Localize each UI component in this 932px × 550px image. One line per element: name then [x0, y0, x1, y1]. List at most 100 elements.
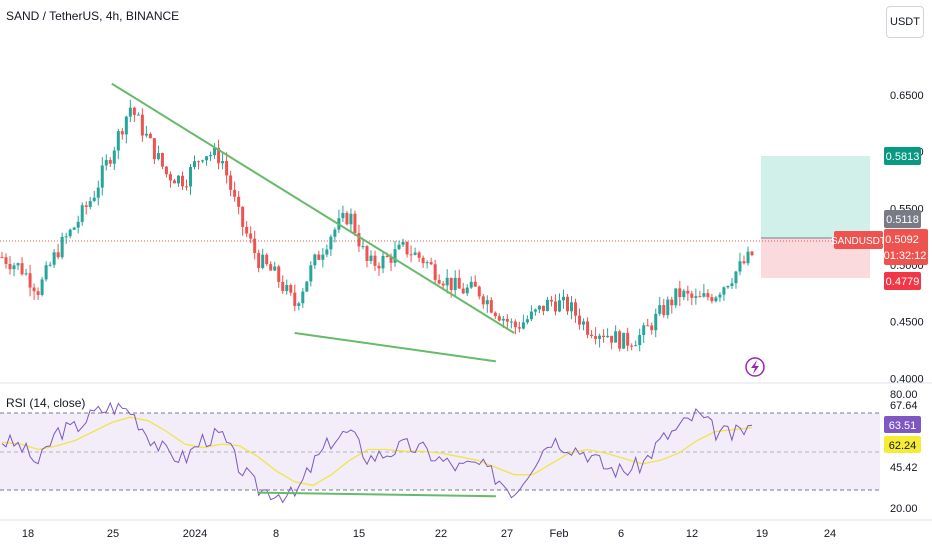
rsi-axis-80: 80.00: [890, 389, 918, 401]
candle-body: [189, 167, 193, 187]
target-price-label: 0.5813: [884, 147, 921, 165]
rsi-value-label: 63.51: [884, 416, 921, 433]
candle-body: [221, 161, 225, 164]
candle-body: [586, 321, 590, 335]
candle-body: [72, 227, 76, 230]
candle-body: [217, 147, 221, 164]
candle-body: [8, 263, 12, 270]
candle-body: [80, 205, 84, 222]
candle-body: [289, 285, 293, 293]
candle-body: [393, 249, 397, 263]
candle-body: [694, 296, 698, 298]
trendlines-group[interactable]: [111, 82, 515, 363]
candle-body: [566, 296, 570, 312]
candle-body: [465, 287, 469, 294]
candle-body: [0, 257, 4, 259]
candle-body: [369, 255, 373, 261]
candle-body: [477, 286, 481, 297]
svg-text:0.5092: 0.5092: [885, 234, 919, 246]
candle-body: [710, 297, 714, 302]
candle-body: [437, 279, 441, 284]
candle-body: [457, 277, 461, 289]
price-pane[interactable]: [0, 82, 880, 363]
candle-body: [638, 335, 642, 346]
candle-body: [176, 175, 180, 184]
candle-body: [722, 287, 726, 295]
time-axis-label: 12: [686, 528, 698, 540]
svg-text:0.5813: 0.5813: [886, 151, 920, 163]
candle-body: [265, 254, 269, 265]
candle-body: [16, 263, 20, 266]
candle-body: [702, 293, 706, 297]
candle-body: [184, 186, 188, 188]
candle-body: [225, 161, 229, 176]
rsi-pane[interactable]: [0, 401, 880, 504]
time-axis-label: 19: [756, 528, 768, 540]
time-axis[interactable]: 18 25 2024 8 15 22 27 Feb 6 12 19 24: [22, 528, 836, 540]
symbol-label: SANDUSDT: [831, 231, 886, 249]
candle-body: [646, 325, 650, 327]
candle-body: [361, 246, 365, 248]
time-axis-label: 27: [501, 528, 513, 540]
candle-body: [642, 325, 646, 336]
candle-body: [549, 299, 553, 302]
rsi-trendline[interactable]: [258, 491, 496, 498]
candle-body: [469, 281, 473, 288]
time-axis-label: 6: [618, 528, 624, 540]
candle-body: [658, 305, 662, 314]
candle-body: [40, 279, 44, 295]
candle-body: [277, 266, 281, 282]
candle-body: [325, 249, 329, 255]
candle-body: [590, 334, 594, 337]
trendline[interactable]: [294, 332, 497, 363]
candle-body: [634, 345, 638, 347]
candle-body: [453, 277, 457, 290]
candle-body: [213, 147, 217, 156]
candle-body: [100, 165, 104, 188]
candle-body: [594, 336, 598, 339]
candle-body: [401, 241, 405, 245]
candle-body: [389, 256, 393, 263]
candle-body: [64, 236, 68, 238]
candle-body: [60, 236, 64, 258]
candle-body: [602, 335, 606, 338]
lightning-icon[interactable]: [745, 357, 765, 377]
candle-body: [168, 174, 172, 181]
candle-body: [120, 131, 124, 135]
candle-body: [92, 197, 96, 202]
candle-body: [249, 233, 253, 239]
candle-body: [718, 294, 722, 298]
candle-body: [52, 252, 56, 265]
candle-body: [481, 296, 485, 305]
svg-text:62.24: 62.24: [889, 440, 917, 452]
candle-body: [429, 262, 433, 265]
candle-body: [205, 156, 209, 161]
candle-body: [513, 321, 517, 328]
candle-body: [461, 288, 465, 294]
candle-body: [68, 229, 72, 237]
candle-body: [136, 114, 140, 116]
time-axis-label: Feb: [550, 528, 569, 540]
candle-body: [349, 213, 353, 225]
price-axis-label: 0.6500: [890, 90, 924, 102]
candle-body: [674, 288, 678, 306]
candle-body: [257, 252, 261, 269]
candle-body: [241, 206, 245, 227]
candle-body: [132, 107, 136, 115]
svg-text:63.51: 63.51: [889, 420, 917, 432]
candle-body: [734, 271, 738, 284]
candle-body: [112, 150, 116, 164]
svg-text:0.4779: 0.4779: [886, 276, 920, 288]
candle-body: [88, 201, 92, 207]
svg-text:01:32:12: 01:32:12: [884, 250, 927, 262]
candle-body: [445, 277, 449, 286]
rsi-trendline-group[interactable]: [258, 491, 496, 498]
currency-button[interactable]: USDT: [886, 6, 924, 38]
candle-body: [172, 180, 176, 184]
trendline[interactable]: [111, 82, 515, 334]
rsi-ma-label: 62.24: [884, 436, 921, 453]
candle-body: [529, 311, 533, 320]
candle-body: [545, 299, 549, 312]
candle-body: [124, 116, 128, 135]
